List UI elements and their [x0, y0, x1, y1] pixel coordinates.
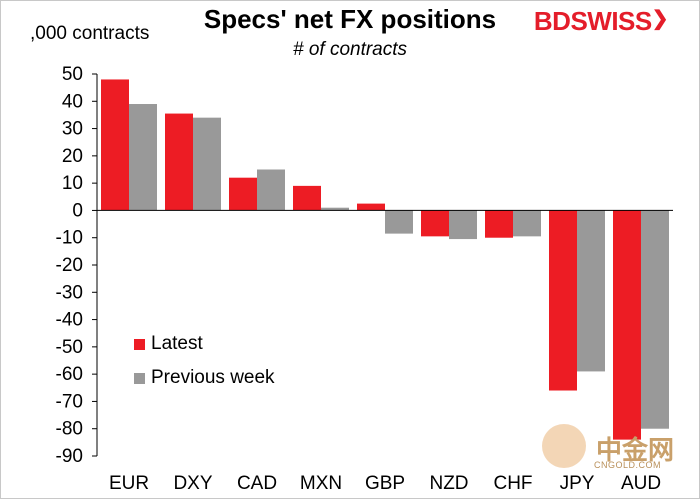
y-tick-label: -20	[56, 255, 83, 276]
bar-latest-gbp	[357, 203, 385, 211]
x-tick-label: GBP	[365, 473, 405, 494]
bar-previous-week-gbp	[385, 210, 413, 234]
logo-arrow-icon: ❯	[651, 8, 669, 30]
x-tick-label: NZD	[429, 473, 468, 494]
y-tick-label: 0	[72, 200, 83, 221]
bar-latest-chf	[485, 210, 513, 238]
bar-latest-cad	[229, 177, 257, 211]
bar-latest-eur	[101, 79, 129, 211]
bar-latest-aud	[613, 210, 641, 440]
y-tick-label: -10	[56, 228, 83, 249]
y-tick-label: 30	[62, 119, 83, 140]
bar-previous-week-jpy	[577, 210, 605, 372]
bdswiss-logo: BDSWISS❯	[533, 6, 669, 37]
watermark-url: CNGOLD.COM	[594, 460, 662, 470]
x-tick-label: MXN	[300, 473, 342, 494]
y-tick-label: -80	[56, 419, 83, 440]
y-tick-label: 40	[62, 91, 83, 112]
chart-title: Specs' net FX positions	[203, 4, 497, 34]
y-axis-unit-label: ,000 contracts	[30, 23, 150, 44]
legend-label-latest: Latest	[151, 333, 203, 354]
bar-previous-week-cad	[257, 169, 285, 211]
y-tick-label: 20	[62, 146, 83, 167]
y-tick-label: 10	[62, 173, 83, 194]
y-tick-label: -90	[56, 446, 83, 467]
logo-text-bd: BD	[533, 6, 571, 36]
legend-swatch-previous-week	[134, 372, 145, 384]
legend-item-previous-week: Previous week	[134, 361, 275, 395]
bar-latest-dxy	[165, 113, 193, 211]
bar-previous-week-chf	[513, 210, 541, 237]
y-tick-label: -40	[56, 310, 83, 331]
watermark-text: 中金网	[596, 435, 675, 465]
x-tick-label: EUR	[109, 473, 149, 494]
x-tick-label: AUD	[621, 473, 661, 494]
x-tick-label: DXY	[173, 473, 212, 494]
y-tick-label: -60	[56, 364, 83, 385]
x-tick-label: JPY	[560, 473, 595, 494]
legend-swatch-latest	[134, 338, 145, 350]
legend: Latest Previous week	[134, 327, 275, 395]
legend-item-latest: Latest	[134, 327, 275, 361]
watermark-logo-icon	[542, 424, 586, 468]
bar-previous-week-dxy	[193, 117, 221, 211]
bar-latest-jpy	[549, 210, 577, 391]
bar-previous-week-nzd	[449, 210, 477, 240]
chart-subtitle: # of contracts	[292, 39, 408, 60]
bar-latest-mxn	[293, 185, 321, 211]
y-tick-label: -50	[56, 337, 83, 358]
y-tick-label: 50	[62, 64, 83, 85]
bar-previous-week-mxn	[321, 207, 349, 211]
y-tick-label: -30	[56, 282, 83, 303]
legend-label-previous-week: Previous week	[151, 367, 275, 388]
bar-previous-week-eur	[129, 104, 157, 211]
logo-text-swiss: SWISS	[570, 6, 652, 36]
x-tick-label: CHF	[493, 473, 532, 494]
bar-latest-nzd	[421, 210, 449, 237]
bar-previous-week-aud	[641, 210, 669, 429]
x-tick-label: CAD	[237, 473, 277, 494]
y-tick-label: -70	[56, 391, 83, 412]
